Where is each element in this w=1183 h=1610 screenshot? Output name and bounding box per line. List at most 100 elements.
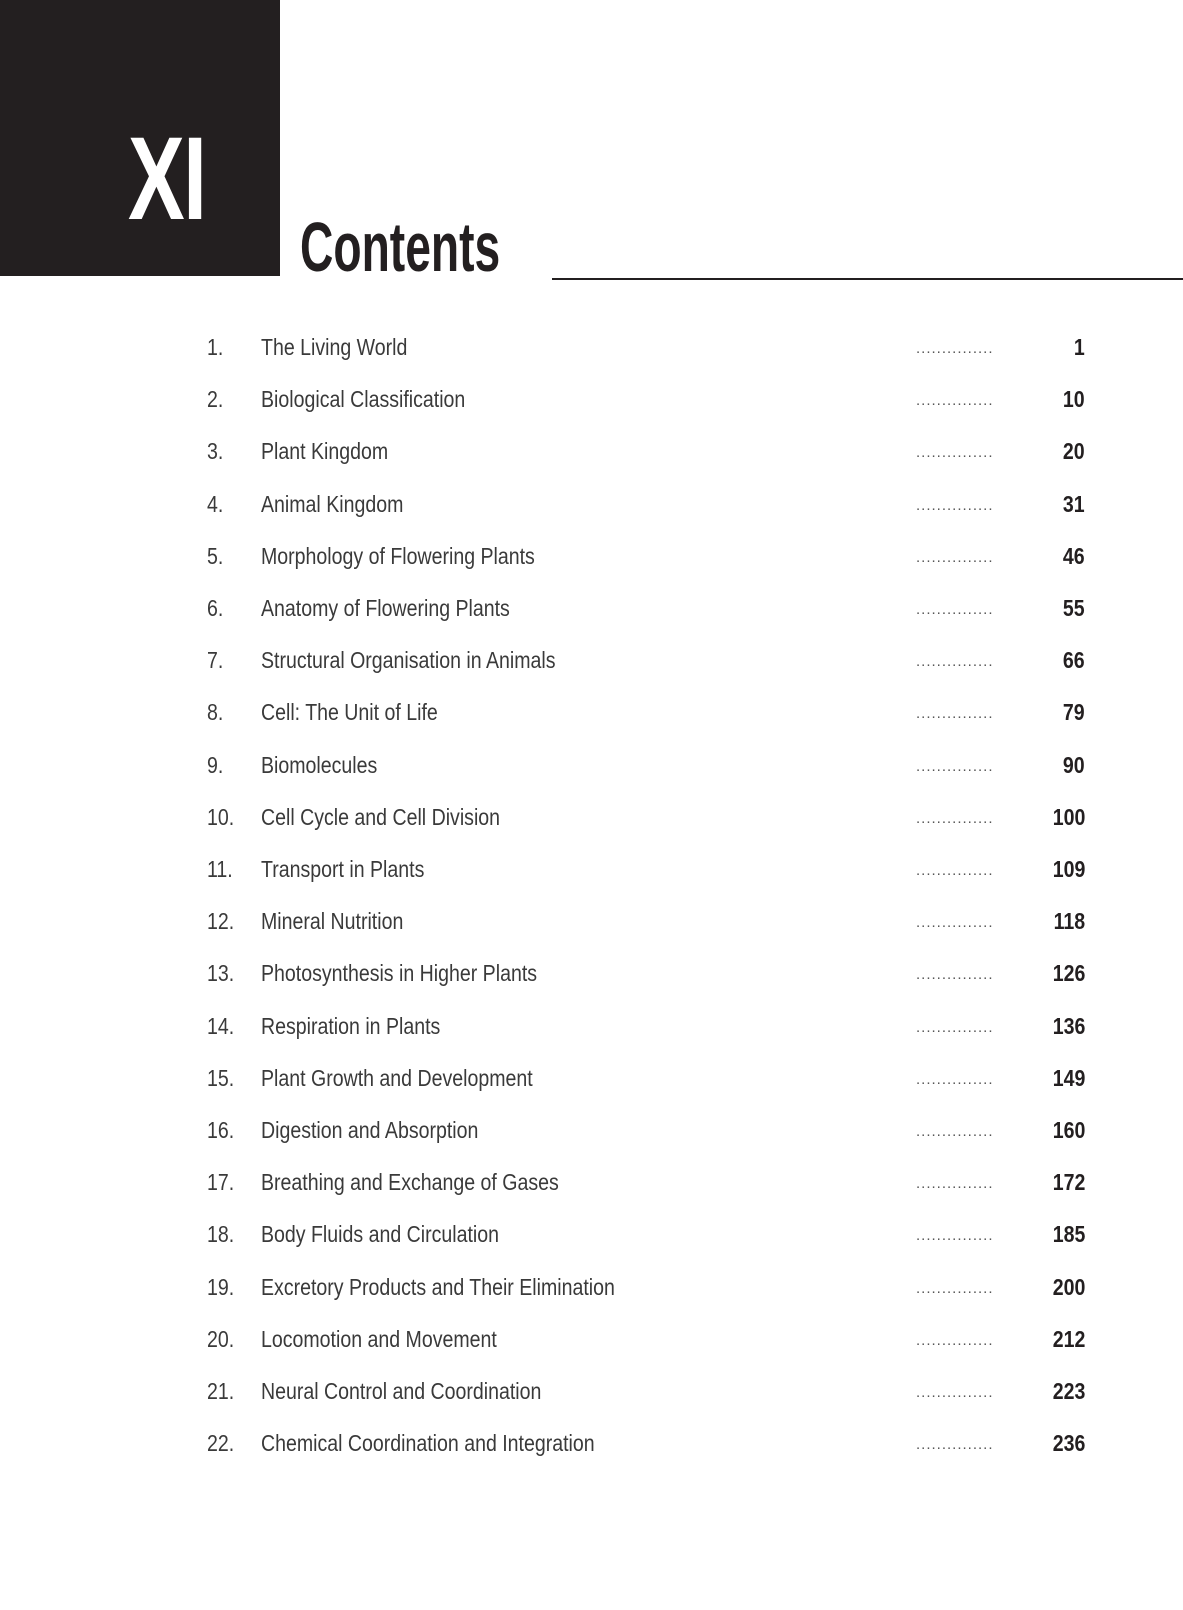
page-number: 172	[1052, 1169, 1085, 1196]
dot-leader: ...............	[916, 392, 994, 410]
page-number: 212	[1052, 1325, 1085, 1352]
chapter-title: Body Fluids and Circulation	[261, 1221, 499, 1248]
dot-leader: ...............	[916, 862, 994, 879]
toc-entry[interactable]: 15. Plant Growth and Development .......…	[0, 1065, 1183, 1095]
toc-entry[interactable]: 4. Animal Kingdom ............... 31	[0, 491, 1183, 521]
toc-entry[interactable]: 1. The Living World ............... 1	[0, 334, 1183, 364]
toc-entry[interactable]: 17. Breathing and Exchange of Gases ....…	[0, 1169, 1183, 1199]
chapter-number: 18.	[207, 1221, 235, 1248]
dot-leader: ...............	[916, 601, 994, 618]
page-number: 55	[1063, 595, 1085, 621]
dot-leader: ...............	[916, 1175, 994, 1193]
volume-label: XI	[128, 113, 207, 245]
chapter-number: 5.	[207, 542, 224, 569]
page-number: 31	[1063, 490, 1085, 517]
chapter-title: Plant Growth and Development	[261, 1064, 533, 1091]
chapter-number: 2.	[207, 386, 224, 413]
chapter-title: Transport in Plants	[261, 856, 425, 882]
chapter-number: 14.	[207, 1012, 235, 1039]
chapter-number: 3.	[207, 438, 224, 465]
page-number: 200	[1052, 1273, 1085, 1300]
chapter-title: Structural Organisation in Animals	[261, 647, 556, 674]
chapter-title: Cell: The Unit of Life	[261, 699, 438, 726]
toc-entry[interactable]: 5. Morphology of Flowering Plants ......…	[0, 543, 1183, 573]
page-title: Contents	[300, 208, 501, 286]
page-number: 20	[1063, 438, 1085, 465]
chapter-title: Morphology of Flowering Plants	[261, 542, 535, 569]
toc-entry[interactable]: 9. Biomolecules ............... 90	[0, 752, 1183, 782]
toc-entry[interactable]: 8. Cell: The Unit of Life ..............…	[0, 699, 1183, 729]
dot-leader: ...............	[916, 966, 994, 984]
toc-entry[interactable]: 21. Neural Control and Coordination ....…	[0, 1378, 1183, 1408]
page-number: 149	[1052, 1064, 1085, 1091]
page-number: 46	[1063, 542, 1085, 569]
chapter-title: Neural Control and Coordination	[261, 1378, 542, 1404]
dot-leader: ...............	[916, 1384, 994, 1401]
chapter-number: 20.	[207, 1325, 235, 1352]
chapter-title: Biomolecules	[261, 751, 378, 778]
dot-leader: ...............	[916, 1436, 994, 1454]
chapter-number: 4.	[207, 490, 224, 517]
toc-entry[interactable]: 10. Cell Cycle and Cell Division .......…	[0, 804, 1183, 834]
toc-entry[interactable]: 18. Body Fluids and Circulation ........…	[0, 1221, 1183, 1251]
dot-leader: ...............	[916, 1227, 994, 1245]
chapter-title: Mineral Nutrition	[261, 908, 404, 935]
dot-leader: ...............	[916, 653, 994, 671]
chapter-title: Respiration in Plants	[261, 1012, 441, 1039]
dot-leader: ...............	[916, 705, 994, 723]
dot-leader: ...............	[916, 809, 994, 827]
dot-leader: ...............	[916, 1018, 994, 1036]
page-number: 100	[1052, 803, 1085, 830]
title-rule	[552, 278, 1183, 280]
chapter-number: 6.	[207, 595, 224, 621]
chapter-number: 19.	[207, 1273, 235, 1300]
toc-entry[interactable]: 13. Photosynthesis in Higher Plants ....…	[0, 960, 1183, 990]
toc-entry[interactable]: 2. Biological Classification ...........…	[0, 386, 1183, 416]
dot-leader: ...............	[916, 1070, 994, 1088]
chapter-title: Anatomy of Flowering Plants	[261, 595, 510, 621]
toc-entry[interactable]: 19. Excretory Products and Their Elimina…	[0, 1274, 1183, 1304]
chapter-number: 12.	[207, 908, 235, 935]
chapter-number: 8.	[207, 699, 224, 726]
chapter-title: Breathing and Exchange of Gases	[261, 1169, 559, 1196]
page-number: 90	[1063, 751, 1085, 778]
toc-entry[interactable]: 16. Digestion and Absorption ...........…	[0, 1117, 1183, 1147]
toc-entry[interactable]: 20. Locomotion and Movement ............…	[0, 1326, 1183, 1356]
page-number: 10	[1063, 386, 1085, 413]
dot-leader: ...............	[916, 1331, 994, 1349]
dot-leader: ...............	[916, 1279, 994, 1297]
chapter-number: 15.	[207, 1064, 235, 1091]
page-number: 118	[1053, 908, 1085, 935]
page-number: 223	[1052, 1378, 1085, 1404]
page-number: 1	[1074, 334, 1085, 360]
toc-entry[interactable]: 3. Plant Kingdom ............... 20	[0, 438, 1183, 468]
toc-entry[interactable]: 7. Structural Organisation in Animals ..…	[0, 647, 1183, 677]
chapter-number: 13.	[207, 960, 235, 987]
chapter-title: Plant Kingdom	[261, 438, 389, 465]
page-number: 185	[1052, 1221, 1085, 1248]
toc-entry[interactable]: 22. Chemical Coordination and Integratio…	[0, 1430, 1183, 1460]
dot-leader: ...............	[916, 548, 994, 566]
header-block: XI	[0, 0, 280, 276]
page-number: 236	[1052, 1430, 1085, 1457]
page-number: 79	[1063, 699, 1085, 726]
dot-leader: ...............	[916, 496, 994, 514]
dot-leader: ...............	[916, 340, 994, 357]
page-number: 126	[1052, 960, 1085, 987]
chapter-title: The Living World	[261, 334, 408, 360]
chapter-number: 11.	[207, 856, 233, 882]
toc-entry[interactable]: 12. Mineral Nutrition ............... 11…	[0, 908, 1183, 938]
chapter-number: 7.	[207, 647, 224, 674]
chapter-title: Cell Cycle and Cell Division	[261, 803, 501, 830]
page-number: 136	[1052, 1012, 1085, 1039]
dot-leader: ...............	[916, 914, 994, 932]
toc-entry[interactable]: 11. Transport in Plants ............... …	[0, 856, 1183, 886]
chapter-title: Digestion and Absorption	[261, 1117, 479, 1143]
chapter-number: 22.	[207, 1430, 235, 1457]
chapter-number: 9.	[207, 751, 224, 778]
chapter-title: Chemical Coordination and Integration	[261, 1430, 595, 1457]
chapter-title: Biological Classification	[261, 386, 466, 413]
toc-entry[interactable]: 6. Anatomy of Flowering Plants .........…	[0, 595, 1183, 625]
toc-entry[interactable]: 14. Respiration in Plants ..............…	[0, 1013, 1183, 1043]
page-number: 160	[1052, 1117, 1085, 1143]
